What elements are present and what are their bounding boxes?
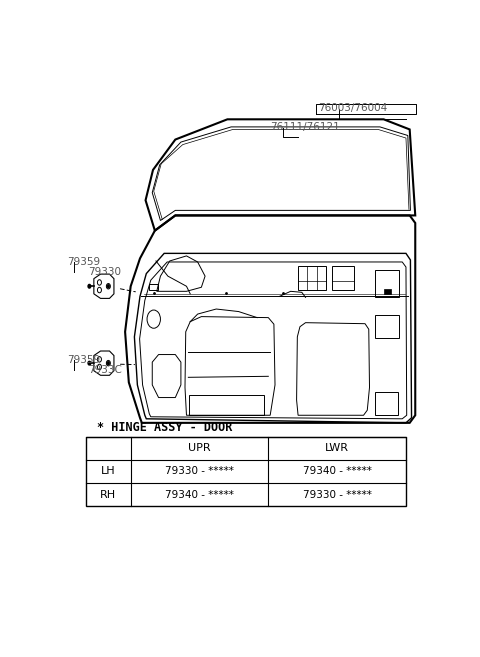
Text: 79330 - *****: 79330 - ***** [303, 489, 372, 500]
Text: LH: LH [101, 466, 116, 476]
Text: UPR: UPR [188, 443, 211, 453]
Bar [375, 269, 399, 298]
Bar [190, 394, 264, 415]
Bar [384, 289, 391, 294]
Text: 76003/76004: 76003/76004 [319, 103, 388, 113]
Text: 79330 - *****: 79330 - ***** [165, 466, 234, 476]
Text: 79359: 79359 [67, 355, 101, 365]
Bar [375, 315, 399, 338]
Text: 79330: 79330 [88, 267, 121, 277]
Text: 76111/76121: 76111/76121 [270, 122, 340, 132]
Circle shape [107, 284, 110, 288]
Bar [375, 392, 398, 415]
Text: LWR: LWR [325, 443, 349, 453]
Circle shape [88, 284, 91, 288]
Bar [298, 266, 326, 290]
Text: 79340 - *****: 79340 - ***** [165, 489, 234, 500]
Circle shape [107, 361, 110, 365]
Circle shape [88, 361, 91, 365]
Text: RH: RH [100, 489, 117, 500]
Text: 79359: 79359 [67, 257, 101, 267]
Text: * HINGE ASSY - DOOR: * HINGE ASSY - DOOR [97, 421, 233, 434]
Bar [332, 266, 354, 290]
Text: 79340 - *****: 79340 - ***** [303, 466, 372, 476]
Text: 7933C: 7933C [88, 365, 122, 374]
Bar [86, 436, 406, 507]
